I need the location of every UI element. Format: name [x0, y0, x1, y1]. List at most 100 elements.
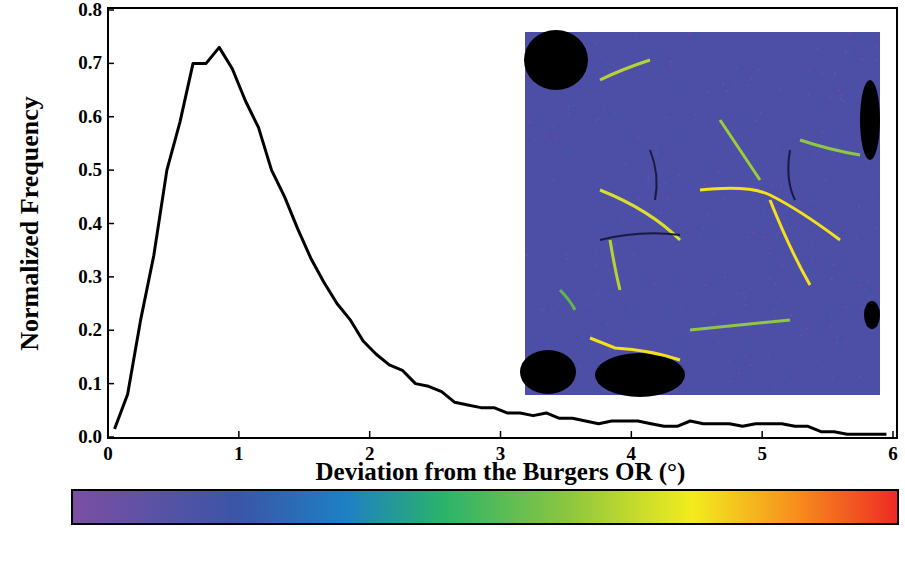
inset-speck [678, 174, 680, 176]
inset-speck [842, 100, 844, 102]
inset-speck [741, 379, 743, 381]
x-tick-label: 5 [757, 443, 767, 464]
inset-speck [837, 233, 839, 235]
inset-speck [681, 238, 683, 240]
inset-speck [688, 332, 690, 334]
inset-speck [769, 252, 771, 254]
y-tick-label: 0.2 [78, 319, 102, 340]
inset-speck [642, 87, 644, 89]
inset-speck [656, 153, 658, 155]
inset-speck [829, 261, 831, 263]
inset-map [520, 30, 880, 397]
inset-speck [572, 105, 574, 107]
inset-speck [595, 119, 597, 121]
inset-speck [814, 154, 816, 156]
inset-speck [808, 94, 810, 96]
x-tick [631, 431, 633, 437]
inset-speck [568, 108, 570, 110]
inset-speck [778, 88, 780, 90]
inset-speck [556, 136, 558, 138]
inset-speck [567, 152, 569, 154]
inset-speck [861, 307, 863, 309]
y-tick-label: 0.7 [78, 52, 102, 73]
inset-speck [613, 112, 615, 114]
inset-speck [844, 51, 846, 53]
inset-speck [629, 306, 631, 308]
inset-speck [665, 40, 667, 42]
inset-speck [608, 269, 610, 271]
inset-speck [831, 376, 833, 378]
inset-speck [732, 115, 734, 117]
inset-speck [753, 232, 755, 234]
inset-speck [668, 317, 670, 319]
inset-speck [699, 236, 701, 238]
inset-speck [855, 238, 857, 240]
y-tick [108, 436, 114, 438]
inset-speck [646, 271, 648, 273]
inset-speck [811, 258, 813, 260]
inset-speck [537, 231, 539, 233]
inset-speck [770, 184, 772, 186]
inset-speck [633, 340, 635, 342]
inset-speck [769, 277, 771, 279]
inset-speck [780, 184, 782, 186]
inset-speck [552, 126, 554, 128]
inset-speck [850, 312, 852, 314]
inset-speck [709, 234, 711, 236]
inset-speck [622, 220, 624, 222]
inset-speck [716, 278, 718, 280]
inset-speck [529, 121, 531, 123]
inset-speck [868, 298, 870, 300]
inset-speck [774, 283, 776, 285]
inset-speck [568, 105, 570, 107]
inset-speck [830, 317, 832, 319]
inset-speck [641, 173, 643, 175]
inset-speck [815, 360, 817, 362]
x-tick-label: 1 [234, 443, 244, 464]
inset-speck [667, 197, 669, 199]
inset-speck [648, 179, 650, 181]
inset-speck [714, 302, 716, 304]
inset-speck [718, 342, 720, 344]
inset-boundary [770, 200, 810, 285]
inset-speck [821, 131, 823, 133]
y-tick [108, 9, 114, 11]
inset-speck [776, 149, 778, 151]
inset-speck [830, 278, 832, 280]
inset-speck [776, 236, 778, 238]
inset-speck [738, 372, 740, 374]
inset-speck [836, 353, 838, 355]
inset-boundary [720, 120, 760, 180]
inset-speck [633, 253, 635, 255]
inset-speck [590, 334, 592, 336]
inset-dark-boundary [788, 150, 795, 200]
inset-speck [599, 295, 601, 297]
inset-speck [836, 336, 838, 338]
inset-speck [863, 41, 865, 43]
inset-speck [751, 186, 753, 188]
inset-speck [677, 49, 679, 51]
inset-speck [570, 151, 572, 153]
inset-speck [543, 309, 545, 311]
inset-speck [764, 211, 766, 213]
inset-speck [678, 79, 680, 81]
inset-speck [799, 285, 801, 287]
inset-speck [665, 182, 667, 184]
inset-speck [567, 112, 569, 114]
inset-speck [613, 243, 615, 245]
inset-speck [697, 33, 699, 35]
inset-speck [552, 178, 554, 180]
inset-speck [847, 360, 849, 362]
inset-speck [681, 346, 683, 348]
inset-speck [807, 327, 809, 329]
inset-boundary [610, 240, 620, 290]
inset-speck [721, 295, 723, 297]
inset-speck [665, 117, 667, 119]
y-tick [108, 330, 114, 332]
y-tick-label: 0.5 [78, 159, 102, 180]
inset-speck [760, 112, 762, 114]
inset-speck [642, 223, 644, 225]
inset-speck [595, 251, 597, 253]
inset-speck [786, 208, 788, 210]
y-tick-label: 0.6 [78, 106, 102, 127]
